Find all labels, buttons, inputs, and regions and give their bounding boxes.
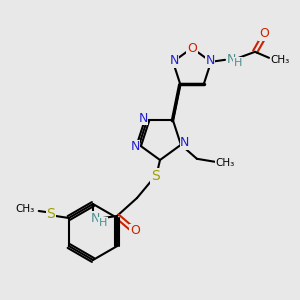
Text: N: N (226, 53, 236, 66)
Text: H: H (234, 58, 242, 68)
Text: N: N (169, 54, 179, 67)
Text: S: S (151, 169, 159, 183)
Text: O: O (187, 41, 197, 55)
Text: N: N (90, 212, 100, 224)
Text: N: N (180, 136, 190, 149)
Text: O: O (130, 224, 140, 238)
Text: O: O (259, 27, 269, 40)
Text: CH₃: CH₃ (15, 204, 34, 214)
Text: N: N (205, 54, 215, 67)
Text: N: N (130, 140, 140, 153)
Text: S: S (46, 207, 55, 221)
Text: N: N (138, 112, 148, 125)
Text: CH₃: CH₃ (270, 55, 290, 65)
Text: H: H (99, 218, 107, 228)
Text: CH₃: CH₃ (215, 158, 235, 168)
